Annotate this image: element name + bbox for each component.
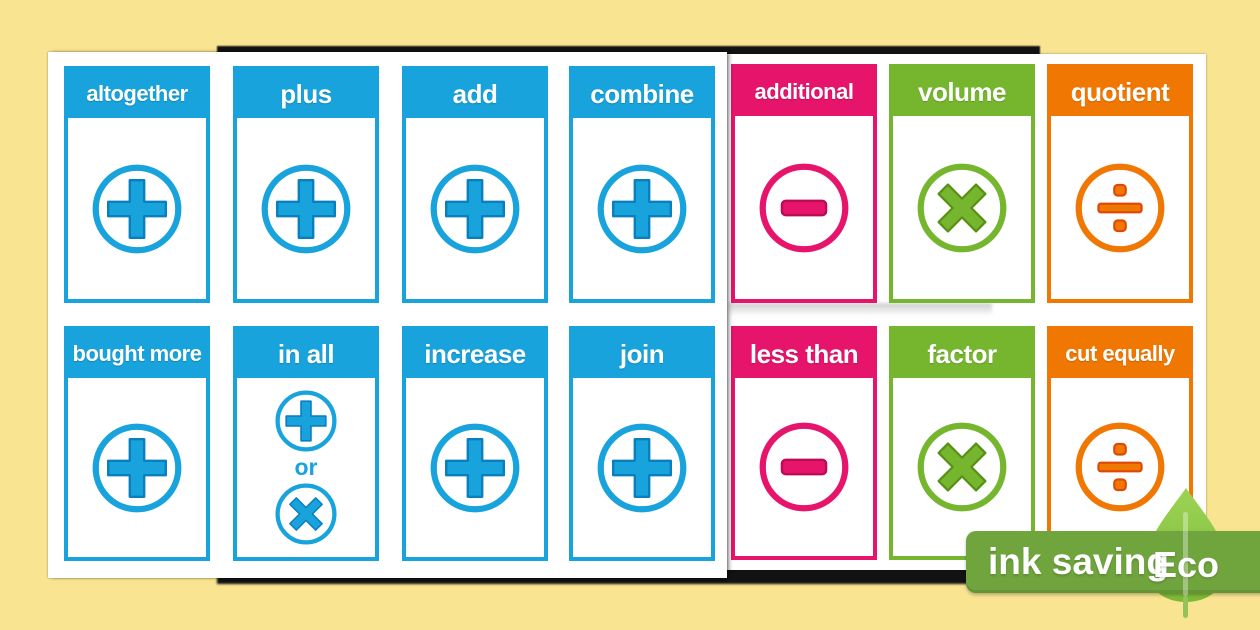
back-sheet-shadow-top xyxy=(217,46,1040,56)
or-connector: or xyxy=(294,454,318,480)
flashcard-additional: additional xyxy=(731,64,877,303)
flashcard-plus: plus xyxy=(233,66,379,303)
card-title: join xyxy=(573,330,711,378)
times-icon xyxy=(917,422,1007,512)
plus-icon xyxy=(430,423,520,512)
flashcard-join: join xyxy=(569,326,715,561)
card-title: bought more xyxy=(68,330,206,378)
plus-icon xyxy=(92,423,182,512)
times-icon xyxy=(917,163,1007,252)
card-symbol-area: or xyxy=(237,378,375,557)
card-title: cut equally xyxy=(1051,330,1189,378)
card-title: in all xyxy=(237,330,375,378)
minus-icon xyxy=(759,422,849,512)
eco-label: Eco xyxy=(1152,544,1220,585)
flashcard-bought-more: bought more xyxy=(64,326,210,561)
flashcard-in-all: in all or xyxy=(233,326,379,561)
flashcard-altogether: altogether xyxy=(64,66,210,303)
flashcard-increase: increase xyxy=(402,326,548,561)
card-title: less than xyxy=(735,330,873,378)
card-title: add xyxy=(406,70,544,118)
flashcard-volume: volume xyxy=(889,64,1035,303)
card-title: volume xyxy=(893,68,1031,116)
card-symbol-area xyxy=(68,118,206,299)
ink-saving-badge: ink saving xyxy=(966,531,1260,593)
card-symbol-area xyxy=(406,378,544,557)
card-symbol-area xyxy=(1051,378,1189,556)
card-title: altogether xyxy=(68,70,206,118)
leaf-stem xyxy=(1183,596,1188,618)
card-symbol-area xyxy=(406,118,544,299)
card-symbol-area xyxy=(1051,116,1189,299)
card-title: quotient xyxy=(1051,68,1189,116)
flashcard-less-than: less than xyxy=(731,326,877,560)
plus-icon xyxy=(92,164,182,253)
minus-icon xyxy=(759,163,849,252)
card-title: factor xyxy=(893,330,1031,378)
card-symbol-area xyxy=(893,378,1031,556)
plus-icon xyxy=(430,164,520,253)
sheet-left: altogether plus add combine bought more … xyxy=(48,52,727,578)
leaf-vein xyxy=(1183,512,1188,596)
sheet-right: additional volume quotient less than fac… xyxy=(727,54,1206,570)
card-symbol-area xyxy=(573,378,711,557)
flashcard-quotient: quotient xyxy=(1047,64,1193,303)
card-symbol-area xyxy=(237,118,375,299)
card-symbol-area xyxy=(735,116,873,299)
plus-icon xyxy=(597,164,687,253)
divide-icon xyxy=(1075,422,1165,512)
plus-icon xyxy=(275,390,337,452)
flashcard-add: add xyxy=(402,66,548,303)
flashcard-factor: factor xyxy=(889,326,1035,560)
flashcard-combine: combine xyxy=(569,66,715,303)
card-symbol-area xyxy=(893,116,1031,299)
plus-icon xyxy=(261,164,351,253)
card-symbol-area xyxy=(573,118,711,299)
sheet-fold-shadow xyxy=(729,303,992,316)
card-title: increase xyxy=(406,330,544,378)
divide-icon xyxy=(1075,163,1165,252)
card-title: plus xyxy=(237,70,375,118)
ink-saving-label: ink saving xyxy=(988,541,1169,582)
card-title: additional xyxy=(735,68,873,116)
card-symbol-area xyxy=(735,378,873,556)
times-icon xyxy=(275,483,337,545)
card-title: combine xyxy=(573,70,711,118)
plus-icon xyxy=(597,423,687,512)
card-symbol-area xyxy=(68,378,206,557)
